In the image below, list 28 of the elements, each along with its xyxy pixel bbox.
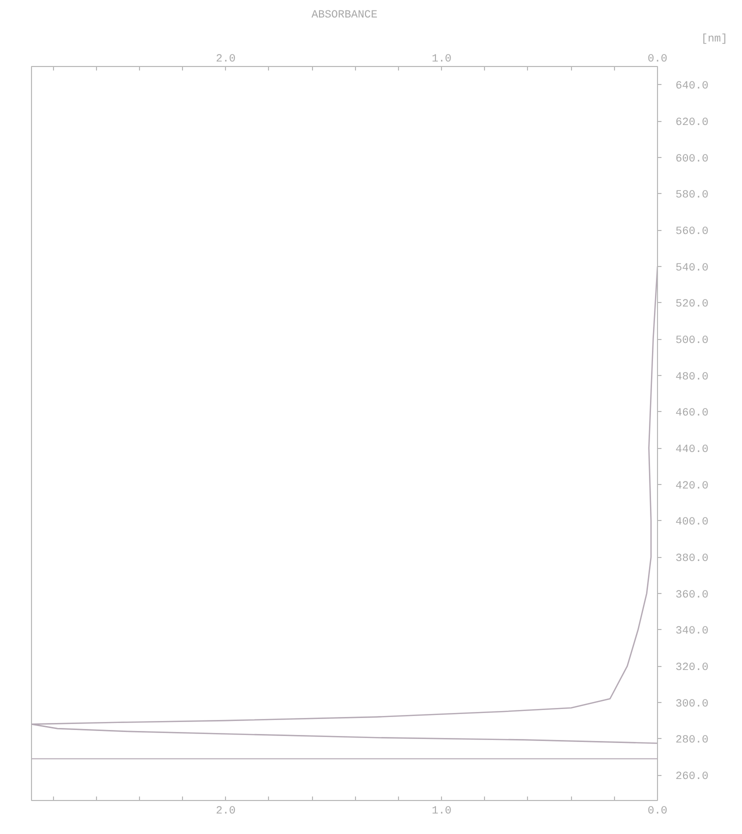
y-tick-label: 340.0: [676, 626, 709, 638]
x2-tick-label: 1.0: [432, 806, 452, 818]
y-tick-label: 580.0: [676, 190, 709, 202]
y-tick-label: 400.0: [676, 516, 709, 529]
y-tick-label: 540.0: [676, 262, 709, 274]
y-tick-label: 260.0: [676, 771, 709, 784]
y-tick-label: 500.0: [676, 335, 709, 348]
y-tick-label: 640.0: [676, 80, 709, 93]
x2-tick-label: 0.0: [648, 806, 668, 818]
y-tick-label: 440.0: [676, 444, 709, 456]
x-tick-label: 2.0: [216, 54, 236, 66]
y-tick-label: 460.0: [676, 408, 709, 420]
y-tick-label: 480.0: [676, 371, 709, 384]
y-tick-label: 520.0: [676, 298, 709, 311]
y-tick-label: 300.0: [676, 698, 709, 710]
y-tick-label: 420.0: [676, 480, 709, 492]
x2-tick-label: 2.0: [216, 806, 236, 818]
y-tick-label: 320.0: [676, 662, 709, 674]
y-tick-label: 600.0: [676, 153, 709, 166]
x-tick-label: 1.0: [432, 54, 452, 66]
y-tick-label: 360.0: [676, 589, 709, 602]
y-axis-title: [nm]: [701, 34, 728, 46]
y-tick-label: 620.0: [676, 117, 709, 130]
x-tick-label: 0.0: [648, 54, 668, 66]
y-tick-label: 380.0: [676, 553, 709, 566]
y-tick-label: 560.0: [676, 226, 709, 238]
chart-title: ABSORBANCE: [311, 10, 378, 22]
y-tick-label: 280.0: [676, 734, 709, 747]
